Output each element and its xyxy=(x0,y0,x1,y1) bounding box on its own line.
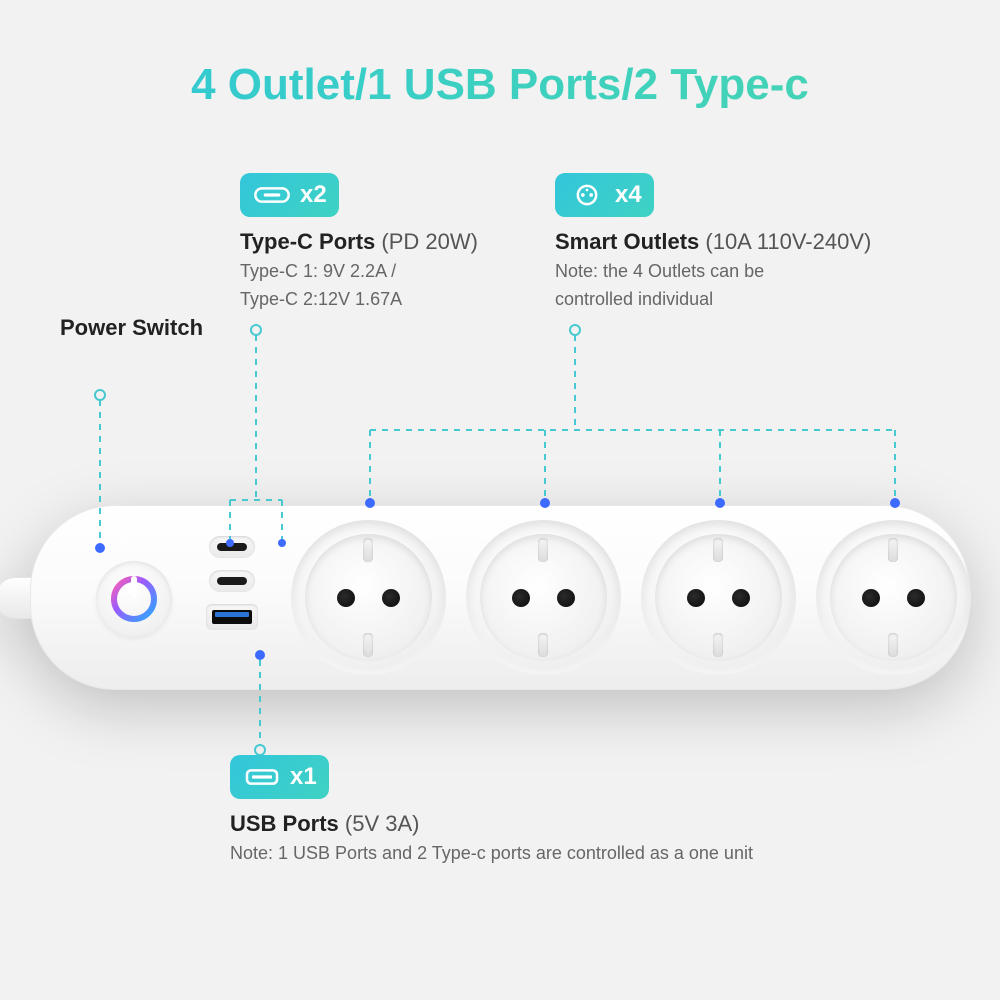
outlet-badge: x4 xyxy=(555,173,654,217)
typec-port-1 xyxy=(209,536,255,558)
switch-label: Power Switch xyxy=(60,315,203,340)
power-button xyxy=(96,561,172,637)
typec-line2: Type-C 2:12V 1.67A xyxy=(240,287,478,311)
page-title: 4 Outlet/1 USB Ports/2 Type-c xyxy=(0,60,1000,110)
outlet-line2: controlled individual xyxy=(555,287,871,311)
typec-count: x2 xyxy=(300,181,327,209)
usb-icon xyxy=(242,765,282,789)
callout-usb: x1 USB Ports (5V 3A) Note: 1 USB Ports a… xyxy=(230,755,753,865)
outlet-3 xyxy=(641,520,796,675)
typec-port-2 xyxy=(209,570,255,592)
typec-line1: Type-C 1: 9V 2.2A / xyxy=(240,259,478,283)
typec-badge: x2 xyxy=(240,173,339,217)
outlet-count: x4 xyxy=(615,181,642,209)
usb-title-thin: (5V 3A) xyxy=(339,811,420,836)
typec-title-bold: Type-C Ports xyxy=(240,229,375,254)
callout-outlets: x4 Smart Outlets (10A 110V-240V) Note: t… xyxy=(555,173,871,312)
typec-icon xyxy=(252,183,292,207)
outlet-line1: Note: the 4 Outlets can be xyxy=(555,259,871,283)
usb-count: x1 xyxy=(290,763,317,791)
outlet-2 xyxy=(466,520,621,675)
outlet-icon xyxy=(567,183,607,207)
power-strip xyxy=(30,505,970,690)
outlet-title-thin: (10A 110V-240V) xyxy=(699,229,871,254)
usb-badge: x1 xyxy=(230,755,329,799)
typec-title-thin: (PD 20W) xyxy=(375,229,478,254)
usb-port xyxy=(206,604,258,630)
outlet-4 xyxy=(816,520,971,675)
callout-typec: x2 Type-C Ports (PD 20W) Type-C 1: 9V 2.… xyxy=(240,173,478,312)
callout-power-switch: Power Switch xyxy=(60,315,203,341)
outlet-1 xyxy=(291,520,446,675)
ports-column xyxy=(206,536,258,630)
outlet-title-bold: Smart Outlets xyxy=(555,229,699,254)
usb-note: Note: 1 USB Ports and 2 Type-c ports are… xyxy=(230,841,753,865)
usb-title-bold: USB Ports xyxy=(230,811,339,836)
